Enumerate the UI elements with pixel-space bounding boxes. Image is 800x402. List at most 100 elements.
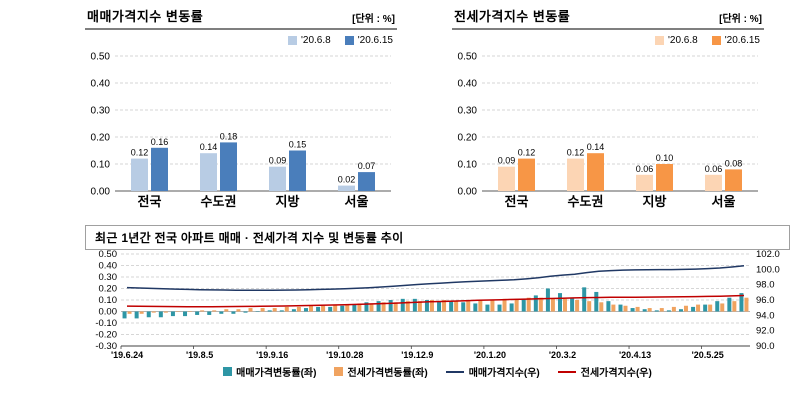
svg-text:0.02: 0.02 xyxy=(338,175,356,185)
svg-text:'19.8.5: '19.8.5 xyxy=(186,350,213,360)
legend-item: 매매가격변동률(좌) xyxy=(223,364,316,379)
legend-label: '20.6.8 xyxy=(668,35,698,46)
svg-text:수도권: 수도권 xyxy=(201,194,237,209)
jeonse-panel-title: 전세가격지수 변동률 xyxy=(454,9,571,24)
trend-title: 최근 1년간 전국 아파트 매매 · 전세가격 지수 및 변동률 추이 xyxy=(85,225,790,250)
legend-item: 매매가격지수(우) xyxy=(445,364,540,379)
svg-text:0.30: 0.30 xyxy=(458,106,478,117)
svg-text:90.0: 90.0 xyxy=(756,341,775,352)
svg-text:'19.10.28: '19.10.28 xyxy=(326,350,363,360)
sale-price-panel: 매매가격지수 변동률 [단위 : %] '20.6.8 '20.6.15 0.5… xyxy=(85,6,397,211)
legend-line-navy xyxy=(445,370,464,373)
svg-text:0.50: 0.50 xyxy=(91,52,111,63)
legend-label: 매매가격변동률(좌) xyxy=(236,368,317,379)
svg-text:94.0: 94.0 xyxy=(756,310,775,321)
trend-panel: 최근 1년간 전국 아파트 매매 · 전세가격 지수 및 변동률 추이 0.50… xyxy=(85,225,790,379)
legend-item: 전세가격지수(우) xyxy=(557,364,652,379)
legend-label: 전세가격지수(우) xyxy=(580,368,652,379)
legend-swatch-teal-bar xyxy=(223,367,233,376)
svg-text:0.00: 0.00 xyxy=(91,187,111,198)
sale-panel-header: 매매가격지수 변동률 [단위 : %] xyxy=(85,6,397,30)
jeonse-bar-chart: 0.500.400.300.200.100.000.090.12전국0.120.… xyxy=(458,52,758,209)
svg-text:0.16: 0.16 xyxy=(151,137,169,147)
jeonse-price-panel: 전세가격지수 변동률 [단위 : %] '20.6.8 '20.6.15 0.5… xyxy=(452,6,764,211)
svg-text:'19.9.16: '19.9.16 xyxy=(256,350,288,360)
svg-text:92.0: 92.0 xyxy=(756,326,775,337)
svg-text:수도권: 수도권 xyxy=(568,194,604,209)
svg-text:0.40: 0.40 xyxy=(91,79,111,90)
legend-item: 전세가격변동률(좌) xyxy=(334,364,428,379)
svg-text:0.30: 0.30 xyxy=(91,106,111,117)
sale-panel-unit: [단위 : %] xyxy=(352,14,395,25)
jeonse-panel-header: 전세가격지수 변동률 [단위 : %] xyxy=(452,6,764,30)
svg-text:지방: 지방 xyxy=(276,194,300,209)
legend-item: '20.6.15 xyxy=(344,35,393,46)
sale-panel-legend: '20.6.8 '20.6.15 xyxy=(85,35,393,46)
sale-bar-chart: 0.500.400.300.200.100.000.120.16전국0.140.… xyxy=(91,52,391,209)
legend-swatch-dark-orange xyxy=(711,36,721,45)
svg-text:0.10: 0.10 xyxy=(458,160,478,171)
legend-item: '20.6.8 xyxy=(655,35,698,46)
svg-text:0.50: 0.50 xyxy=(458,52,478,63)
trend-legend: 매매가격변동률(좌) 전세가격변동률(좌) 매매가격지수(우) 전세가격지수(우… xyxy=(85,364,790,379)
svg-text:0.14: 0.14 xyxy=(200,142,218,152)
svg-text:0.09: 0.09 xyxy=(269,156,287,166)
legend-label: '20.6.15 xyxy=(724,35,760,46)
svg-text:0.18: 0.18 xyxy=(220,131,238,141)
svg-text:0.12: 0.12 xyxy=(567,148,585,158)
svg-text:0.08: 0.08 xyxy=(725,158,743,168)
svg-text:-0.30: -0.30 xyxy=(95,341,117,352)
svg-text:지방: 지방 xyxy=(643,194,667,209)
svg-text:0.20: 0.20 xyxy=(91,133,111,144)
legend-label: 전세가격변동률(좌) xyxy=(347,368,428,379)
svg-text:전국: 전국 xyxy=(505,194,529,209)
legend-label: 매매가격지수(우) xyxy=(468,368,540,379)
legend-label: '20.6.8 xyxy=(301,35,331,46)
svg-text:0.00: 0.00 xyxy=(458,187,478,198)
sale-panel-title: 매매가격지수 변동률 xyxy=(87,9,204,24)
svg-text:0.07: 0.07 xyxy=(358,161,376,171)
svg-text:0.06: 0.06 xyxy=(636,164,654,174)
svg-text:98.0: 98.0 xyxy=(756,280,775,291)
jeonse-panel-unit: [단위 : %] xyxy=(719,14,762,25)
svg-text:0.10: 0.10 xyxy=(91,160,111,171)
trend-combo-chart: 0.500.400.300.200.100.00-0.10-0.20-0.30 1… xyxy=(95,250,780,360)
svg-text:'19.6.24: '19.6.24 xyxy=(111,350,143,360)
svg-text:0.50: 0.50 xyxy=(99,250,118,260)
jeonse-panel-legend: '20.6.8 '20.6.15 xyxy=(452,35,760,46)
svg-text:'20.4.13: '20.4.13 xyxy=(619,350,651,360)
svg-text:0.06: 0.06 xyxy=(705,164,723,174)
legend-item: '20.6.8 xyxy=(288,35,331,46)
svg-text:'20.1.20: '20.1.20 xyxy=(474,350,506,360)
svg-text:0.15: 0.15 xyxy=(289,140,307,150)
svg-text:서울: 서울 xyxy=(712,194,736,209)
svg-text:0.14: 0.14 xyxy=(587,142,605,152)
legend-item: '20.6.15 xyxy=(711,35,760,46)
svg-text:0.20: 0.20 xyxy=(458,133,478,144)
svg-text:'20.3.2: '20.3.2 xyxy=(549,350,576,360)
svg-text:0.40: 0.40 xyxy=(99,261,118,272)
svg-text:102.0: 102.0 xyxy=(756,250,780,260)
svg-text:0.10: 0.10 xyxy=(656,153,674,163)
svg-text:'19.12.9: '19.12.9 xyxy=(401,350,433,360)
svg-text:전국: 전국 xyxy=(138,194,162,209)
legend-swatch-light-orange xyxy=(655,36,664,45)
svg-text:0.12: 0.12 xyxy=(131,148,149,158)
svg-text:0.10: 0.10 xyxy=(99,295,118,306)
legend-swatch-light-blue xyxy=(288,36,297,45)
svg-text:0.40: 0.40 xyxy=(458,79,478,90)
top-charts-row: 매매가격지수 변동률 [단위 : %] '20.6.8 '20.6.15 0.5… xyxy=(85,6,764,211)
legend-label: '20.6.15 xyxy=(357,35,393,46)
svg-text:-0.10: -0.10 xyxy=(95,318,117,329)
svg-text:서울: 서울 xyxy=(345,194,369,209)
svg-text:0.12: 0.12 xyxy=(518,148,536,158)
legend-line-red xyxy=(557,370,576,373)
legend-swatch-dark-blue xyxy=(344,36,354,45)
svg-text:'20.5.25: '20.5.25 xyxy=(692,350,724,360)
svg-text:0.00: 0.00 xyxy=(99,307,118,318)
svg-text:100.0: 100.0 xyxy=(756,264,780,275)
svg-text:96.0: 96.0 xyxy=(756,295,775,306)
svg-text:0.30: 0.30 xyxy=(99,272,118,283)
legend-swatch-orange-bar xyxy=(334,367,344,376)
